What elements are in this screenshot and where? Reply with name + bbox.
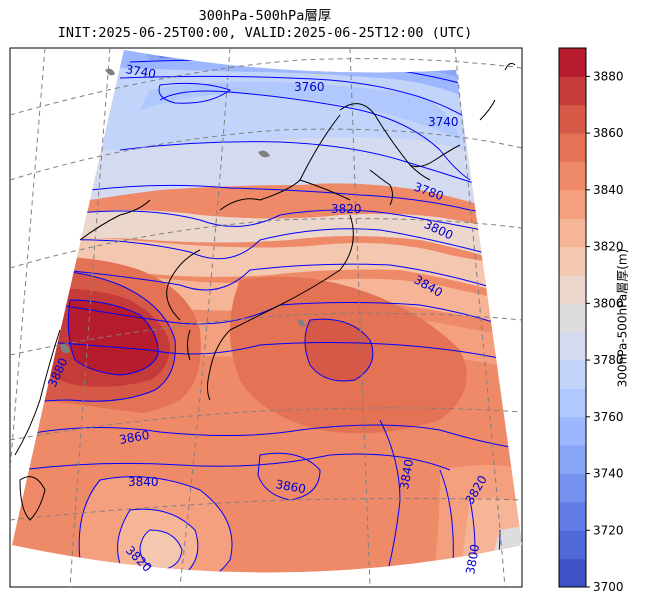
- colorbar-frame: [558, 47, 587, 588]
- colorbar-level: [559, 303, 586, 333]
- contour-label: 3800: [463, 543, 482, 576]
- contour-label: 3740: [428, 115, 459, 129]
- colorbar-tick-label: 3880: [593, 69, 624, 83]
- colorbar-level: [559, 218, 586, 248]
- contour-label: 3840: [397, 458, 416, 491]
- colorbar-tick-label: 3800: [593, 296, 624, 310]
- colorbar-tick-label: 3860: [593, 126, 624, 140]
- coastlines: [14, 62, 516, 521]
- map-subtitle: INIT:2025-06-25T00:00, VALID:2025-06-25T…: [57, 25, 473, 41]
- colorbar-level: [559, 445, 586, 475]
- colorbar-tick-label: 3740: [593, 467, 624, 481]
- colorbar-level: [559, 161, 586, 191]
- colorbar-tick-label: 3700: [593, 580, 624, 594]
- contour-label: 3860: [274, 477, 307, 496]
- colorbar-tick-label: 3840: [593, 183, 624, 197]
- graticule: [9, 47, 523, 588]
- colorbar-level: [559, 189, 586, 219]
- colorbar-level: [559, 76, 586, 106]
- colorbar-tick-label: 3780: [593, 353, 624, 367]
- map-title: 300hPa-500hPa層厚: [198, 8, 332, 24]
- colorbar-level: [559, 530, 586, 560]
- colorbar-tick-label: 3820: [593, 240, 624, 254]
- colorbar-level: [559, 501, 586, 531]
- contour-label: 3740: [124, 62, 157, 81]
- colorbar-level: [559, 558, 586, 588]
- colorbar-level: [559, 133, 586, 162]
- contour-labels: 3740 3760 3740 3780 3820 3800 3840 3880 …: [45, 62, 490, 575]
- colorbar-level: [559, 331, 586, 361]
- colorbar-level: [559, 246, 586, 276]
- colorbar-level: [559, 274, 586, 304]
- colorbar-tick-label: 3760: [593, 410, 624, 424]
- colorbar-level: [559, 388, 586, 418]
- contour-label: 3860: [118, 428, 151, 447]
- contour-label: 3820: [331, 202, 362, 216]
- colorbar-level: [559, 473, 586, 503]
- contour-label: 3760: [294, 80, 325, 94]
- colorbar-level: [559, 48, 586, 77]
- colorbar-level: [559, 104, 586, 134]
- colorbar-level: [559, 416, 586, 446]
- colorbar-level: [559, 360, 586, 389]
- colorbar-tick-label: 3720: [593, 523, 624, 537]
- land-outside-sector: [60, 68, 305, 354]
- contour-label: 3840: [128, 475, 159, 489]
